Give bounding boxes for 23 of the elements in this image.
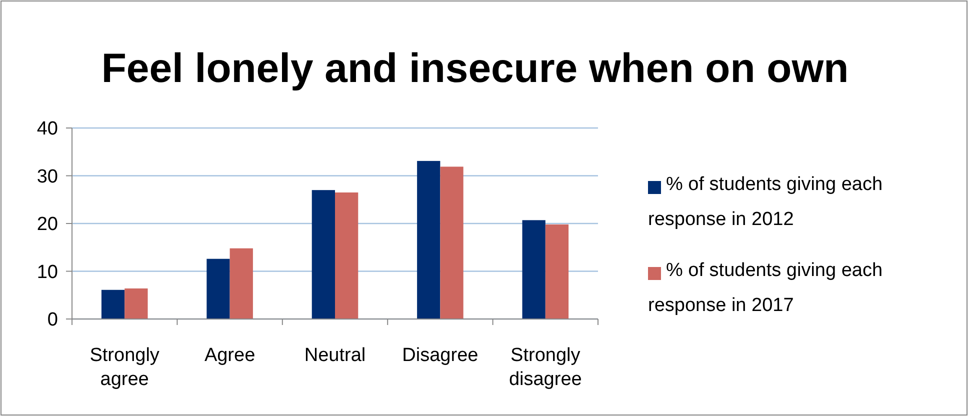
chart-title: Feel lonely and insecure when on own [101, 45, 849, 91]
y-tick-label: 40 [36, 118, 58, 140]
bar [545, 224, 569, 319]
legend-label: % of students giving each response in 2012 [648, 174, 883, 230]
y-tick-label: 30 [36, 166, 58, 188]
bar [230, 248, 253, 319]
y-tick-label: 0 [47, 310, 58, 331]
bar [206, 258, 230, 319]
bar [440, 166, 464, 319]
bar [101, 290, 125, 319]
bar [312, 190, 335, 319]
bar [522, 220, 546, 319]
x-tick-label: Neutral [304, 345, 366, 366]
x-tick-label: Disagree [402, 345, 478, 366]
legend-label: % of students giving each response in 2017 [648, 260, 883, 316]
bar [124, 288, 148, 319]
y-tick-label: 10 [36, 262, 58, 283]
bar [335, 192, 358, 319]
x-tick-label: Agree [204, 345, 256, 366]
bar [417, 160, 440, 319]
y-tick-label: 20 [36, 214, 58, 236]
x-tick-label: Strongly agree [90, 345, 160, 390]
x-tick-label: Strongly disagree [508, 345, 582, 390]
